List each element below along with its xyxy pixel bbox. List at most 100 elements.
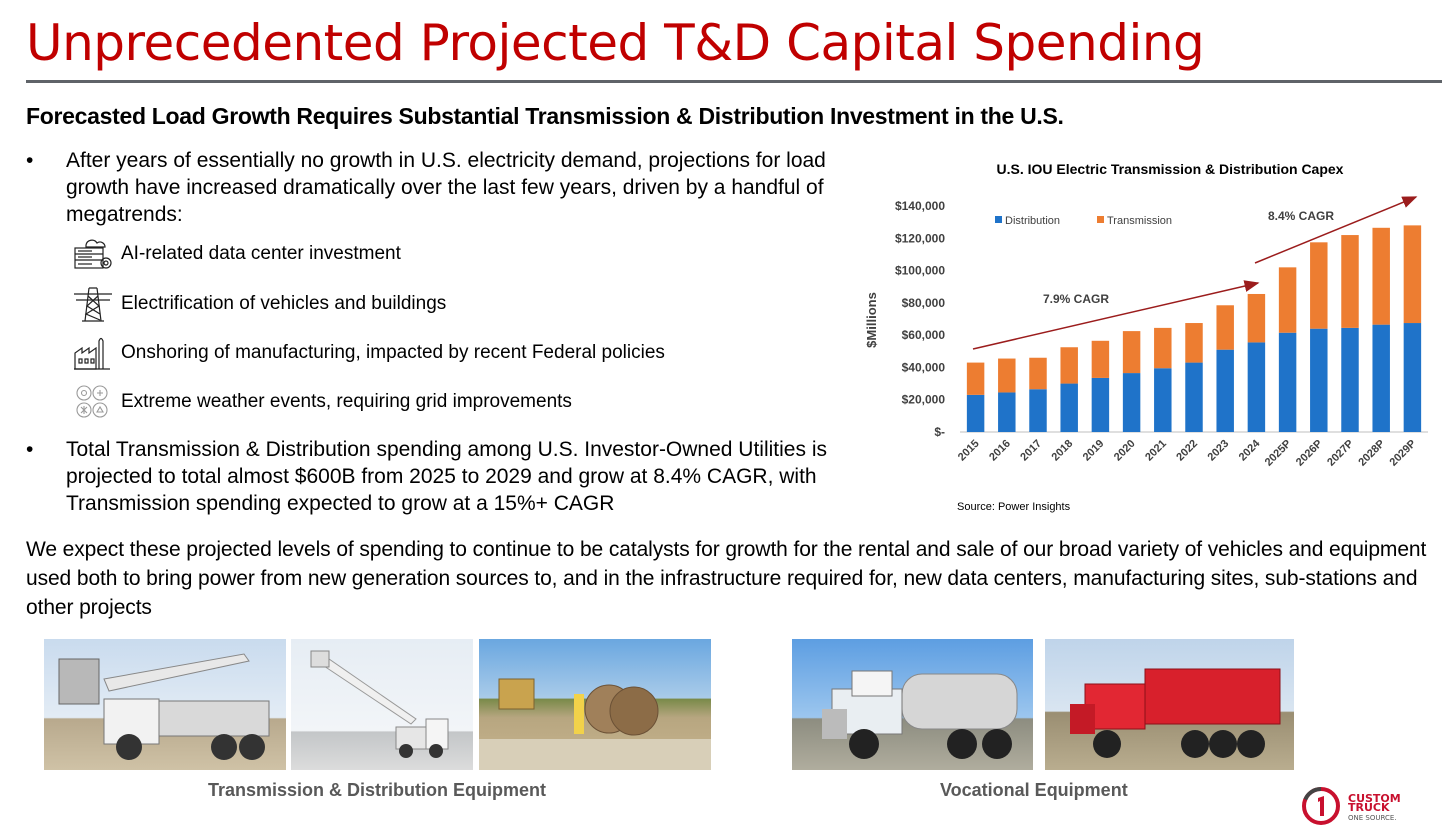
bar-distribution-2024 <box>1247 342 1266 432</box>
factory-icon <box>74 337 110 370</box>
y-tick-label: $20,000 <box>902 393 946 407</box>
x-tick-label: 2018 <box>1050 438 1076 464</box>
bullet-load-growth: • After years of essentially no growth i… <box>26 147 856 231</box>
x-tick-label: 2026P <box>1294 438 1325 469</box>
bar-distribution-2019 <box>1091 377 1110 432</box>
megatrend-label: Onshoring of manufacturing, impacted by … <box>121 342 665 363</box>
data-center-icon <box>74 239 112 269</box>
cagr-arrow-2024-2029 <box>1254 196 1418 264</box>
bar-distribution-2017 <box>1029 389 1047 432</box>
megatrend-item: AI-related data center investment <box>72 236 772 272</box>
bar-transmission-2018 <box>1060 347 1078 384</box>
chart-source: Source: Power Insights <box>957 501 1071 513</box>
y-tick-label: $60,000 <box>902 328 946 342</box>
photo-dump-truck <box>1045 639 1294 770</box>
legend-label-transmission: Transmission <box>1107 215 1172 227</box>
bar-transmission-2022 <box>1185 323 1203 363</box>
caption-td-equipment: Transmission & Distribution Equipment <box>208 780 547 800</box>
bar-distribution-2025P <box>1278 332 1297 432</box>
x-tick-label: 2029P <box>1388 438 1419 469</box>
legend-label-distribution: Distribution <box>1005 215 1060 227</box>
cagr-label-projected: 8.4% CAGR <box>1268 209 1334 223</box>
x-tick-label: 2028P <box>1356 438 1387 469</box>
bar-transmission-2017 <box>1029 357 1047 390</box>
bar-transmission-2020 <box>1122 331 1141 374</box>
x-tick-label: 2020 <box>1112 438 1138 464</box>
caption-vocational-equipment: Vocational Equipment <box>940 780 1128 800</box>
legend-swatch-distribution <box>995 216 1002 223</box>
bar-transmission-2024 <box>1247 293 1266 343</box>
x-tick-label: 2021 <box>1143 438 1169 464</box>
x-tick-label: 2023 <box>1206 438 1232 464</box>
logo-text-line3: ONE SOURCE. <box>1348 814 1397 822</box>
photo-vacuum-truck <box>792 639 1033 770</box>
x-tick-label: 2022 <box>1174 438 1200 464</box>
bar-distribution-2016 <box>998 392 1016 432</box>
megatrend-item: Extreme weather events, requiring grid i… <box>72 384 772 420</box>
bullet-marker: • <box>26 438 34 461</box>
x-tick-label: 2027P <box>1325 438 1356 469</box>
photo-bucket-truck <box>291 639 473 770</box>
outlook-paragraph: We expect these projected levels of spen… <box>26 538 1427 619</box>
page-subtitle: Forecasted Load Growth Requires Substant… <box>26 103 1064 129</box>
bullet-text: Total Transmission & Distribution spendi… <box>66 438 827 515</box>
logo-text-line1: CUSTOM <box>1348 792 1401 805</box>
bar-distribution-2027P <box>1341 327 1359 432</box>
bar-transmission-2027P <box>1341 235 1359 328</box>
bullet-text: After years of essentially no growth in … <box>66 149 826 226</box>
bar-transmission-2021 <box>1154 327 1172 369</box>
bar-distribution-2023 <box>1216 349 1234 432</box>
bar-transmission-2025P <box>1278 267 1297 333</box>
megatrend-label: AI-related data center investment <box>121 243 401 264</box>
photo-wire-puller <box>479 639 711 770</box>
y-axis-label: $Millions <box>864 292 879 348</box>
transmission-tower-icon <box>74 287 112 322</box>
y-tick-label: $100,000 <box>895 264 945 278</box>
bar-transmission-2016 <box>998 358 1016 393</box>
x-tick-label: 2019 <box>1081 438 1107 464</box>
weather-icon <box>76 385 108 418</box>
x-tick-label: 2025P <box>1263 438 1294 469</box>
logo-mark-icon <box>1302 787 1340 825</box>
x-tick-label: 2017 <box>1018 438 1044 464</box>
bar-transmission-2026P <box>1310 242 1328 329</box>
bar-transmission-2023 <box>1216 305 1234 350</box>
y-tick-label: $- <box>934 425 945 439</box>
cagr-arrow-2015-2024 <box>972 280 1260 350</box>
chart-svg: U.S. IOU Electric Transmission & Distrib… <box>864 161 1428 513</box>
bar-distribution-2028P <box>1372 324 1390 432</box>
logo-text-line2: TRUCK <box>1348 801 1390 814</box>
megatrend-label: Extreme weather events, requiring grid i… <box>121 391 572 412</box>
y-tick-label: $140,000 <box>895 199 945 213</box>
megatrend-item: Electrification of vehicles and building… <box>72 286 772 322</box>
bar-distribution-2021 <box>1154 368 1172 432</box>
company-logo: CUSTOM TRUCK ONE SOURCE. <box>1300 785 1420 829</box>
x-tick-label: 2024 <box>1237 437 1263 463</box>
megatrend-label: Electrification of vehicles and building… <box>121 293 447 314</box>
bar-transmission-2029P <box>1403 225 1422 324</box>
photo-digger-derrick-truck <box>44 639 286 770</box>
y-tick-label: $120,000 <box>895 231 945 245</box>
cagr-label-historical: 7.9% CAGR <box>1043 292 1109 306</box>
title-divider <box>26 80 1442 83</box>
bar-transmission-2015 <box>966 362 985 395</box>
y-tick-label: $80,000 <box>902 296 946 310</box>
megatrend-item: Onshoring of manufacturing, impacted by … <box>72 335 772 371</box>
bullet-td-spending: • Total Transmission & Distribution spen… <box>26 436 836 520</box>
bar-transmission-2019 <box>1091 340 1110 378</box>
capex-chart: U.S. IOU Electric Transmission & Distrib… <box>860 150 1450 520</box>
x-tick-label: 2016 <box>987 438 1013 464</box>
bar-distribution-2015 <box>966 394 985 432</box>
bullet-marker: • <box>26 149 34 172</box>
bar-transmission-2028P <box>1372 227 1390 325</box>
page-title: Unprecedented Projected T&D Capital Spen… <box>26 14 1205 72</box>
legend-swatch-transmission <box>1097 216 1104 223</box>
chart-title: U.S. IOU Electric Transmission & Distrib… <box>997 161 1344 177</box>
bar-distribution-2026P <box>1310 328 1328 432</box>
x-tick-label: 2015 <box>956 438 982 464</box>
bar-distribution-2029P <box>1403 323 1422 432</box>
bar-distribution-2018 <box>1060 383 1078 432</box>
bar-distribution-2022 <box>1185 362 1203 432</box>
y-tick-label: $40,000 <box>902 360 946 374</box>
bar-distribution-2020 <box>1122 373 1141 432</box>
